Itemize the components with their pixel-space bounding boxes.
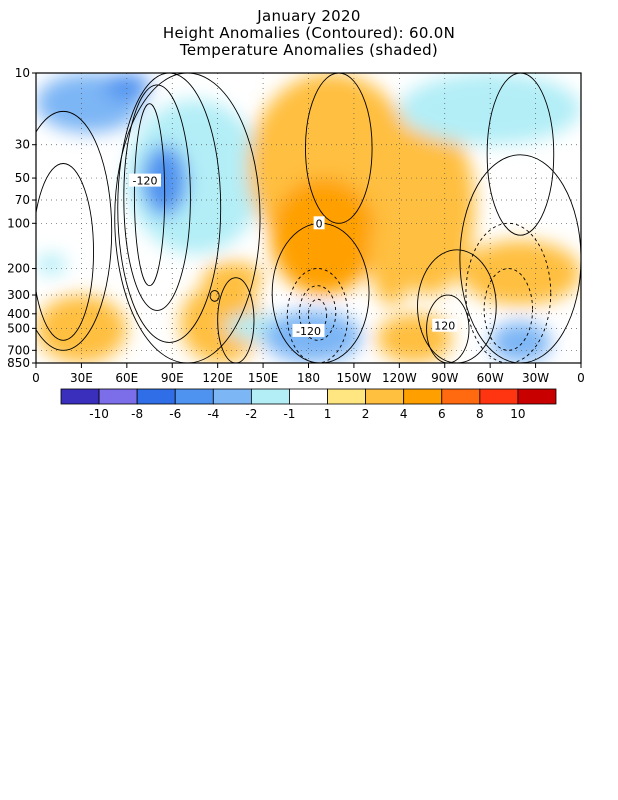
height-anomaly-contour <box>117 73 222 343</box>
color-scale-swatch <box>479 388 519 405</box>
y-tick-label: 850 <box>7 356 30 370</box>
x-tick-label: 0 <box>32 371 40 385</box>
color-scale-swatch <box>60 388 100 405</box>
color-scale-label: 2 <box>362 407 370 421</box>
color-scale-swatch <box>174 388 214 405</box>
x-tick-label: 30W <box>522 371 549 385</box>
height-anomaly-contour <box>36 163 94 341</box>
color-scale-swatch <box>327 388 367 405</box>
color-scale-label: 4 <box>400 407 408 421</box>
color-scale-label: 8 <box>476 407 484 421</box>
contour-label-background <box>313 216 325 230</box>
contour-label: -120 <box>296 325 321 338</box>
height-anomaly-contour <box>123 84 191 311</box>
color-scale-swatch <box>98 388 138 405</box>
temperature-anomaly-region <box>36 295 127 363</box>
color-scale-swatch <box>441 388 481 405</box>
x-axis-ticks: 0 30E 60E 90E 120E 150E 180 150W 120W 90W 60W 30W 0 <box>32 363 585 385</box>
x-tick-label: 60W <box>477 371 504 385</box>
color-scale-swatch <box>289 388 328 405</box>
x-tick-label: 90W <box>431 371 458 385</box>
height-anomaly-contour <box>114 73 261 363</box>
height-anomaly-contour <box>486 73 555 236</box>
color-scale-label: -6 <box>169 407 181 421</box>
contour-label: -120 <box>133 175 158 188</box>
temperature-anomaly-region <box>285 235 362 291</box>
color-scale-label: 6 <box>438 407 446 421</box>
temperature-anomaly-region <box>179 283 264 363</box>
color-scale-bar: -10 -8 -6 -4 -2 -1 1 2 4 6 8 10 <box>60 388 557 421</box>
temperature-anomaly-region <box>384 118 476 296</box>
x-tick-label: 90E <box>161 371 184 385</box>
height-anomaly-contour <box>217 277 255 363</box>
color-scale-label: 1 <box>324 407 332 421</box>
height-anomaly-contour <box>465 222 552 363</box>
temperature-anomaly-shading <box>36 73 581 363</box>
x-tick-label: 150W <box>337 371 372 385</box>
contour-label-background <box>292 323 325 337</box>
y-tick-label: 10 <box>15 66 30 80</box>
grid-lines <box>36 73 581 363</box>
height-anomaly-contour <box>36 110 113 351</box>
chart-subtitle: Height Anomalies (Contoured): 60.0N <box>162 24 456 42</box>
chart-title: January 2020 <box>257 7 361 25</box>
temperature-anomaly-region <box>36 253 67 275</box>
color-scale-label: -8 <box>131 407 143 421</box>
y-tick-label: 300 <box>7 288 30 302</box>
color-scale-label: 10 <box>510 407 525 421</box>
contour-label-background <box>432 318 458 332</box>
temperature-anomaly-region <box>459 240 581 306</box>
color-scale-label: -1 <box>283 407 295 421</box>
x-tick-label: 150E <box>248 371 279 385</box>
y-tick-label: 500 <box>7 321 30 335</box>
color-scale-swatch <box>212 388 252 405</box>
y-tick-label: 700 <box>7 343 30 357</box>
height-anomaly-contour <box>298 285 337 341</box>
x-tick-label: 120E <box>202 371 233 385</box>
temperature-anomaly-region <box>490 321 551 363</box>
y-tick-label: 100 <box>7 216 30 230</box>
height-anomaly-contour <box>305 73 373 224</box>
x-tick-label: 60E <box>115 371 138 385</box>
color-scale-label: -2 <box>245 407 257 421</box>
shading-regions <box>36 73 581 363</box>
contour-labels: -120 0 -120 120 <box>129 173 458 338</box>
color-scale-label: -4 <box>207 407 219 421</box>
color-scale-swatch <box>365 388 405 405</box>
y-tick-label: 50 <box>15 171 30 185</box>
contour-label: 120 <box>434 320 455 333</box>
y-tick-label: 400 <box>7 307 30 321</box>
contour-label: 0 <box>316 217 323 230</box>
temperature-anomaly-region <box>278 73 385 164</box>
x-tick-label: 120W <box>382 371 417 385</box>
x-tick-label: 30E <box>70 371 93 385</box>
x-tick-label: 0 <box>577 371 585 385</box>
chart-shading-label: Temperature Anomalies (shaded) <box>179 41 439 59</box>
height-anomaly-contour <box>209 290 220 302</box>
color-scale-swatch <box>403 388 443 405</box>
y-tick-label: 30 <box>15 138 30 152</box>
y-tick-label: 200 <box>7 262 30 276</box>
height-anomaly-contour <box>417 249 497 363</box>
color-scale-swatch <box>136 388 176 405</box>
chart-titles: January 2020 Height Anomalies (Contoured… <box>0 8 618 59</box>
contour-label-background <box>129 173 161 187</box>
x-tick-label: 180 <box>297 371 320 385</box>
y-tick-label: 70 <box>15 193 30 207</box>
height-anomaly-contour <box>133 103 166 287</box>
height-anomaly-contour <box>483 268 534 351</box>
temperature-anomaly-region <box>104 73 150 100</box>
color-scale-swatch <box>250 388 290 405</box>
color-scale-swatch <box>517 388 557 405</box>
color-scale-label: -10 <box>89 407 109 421</box>
